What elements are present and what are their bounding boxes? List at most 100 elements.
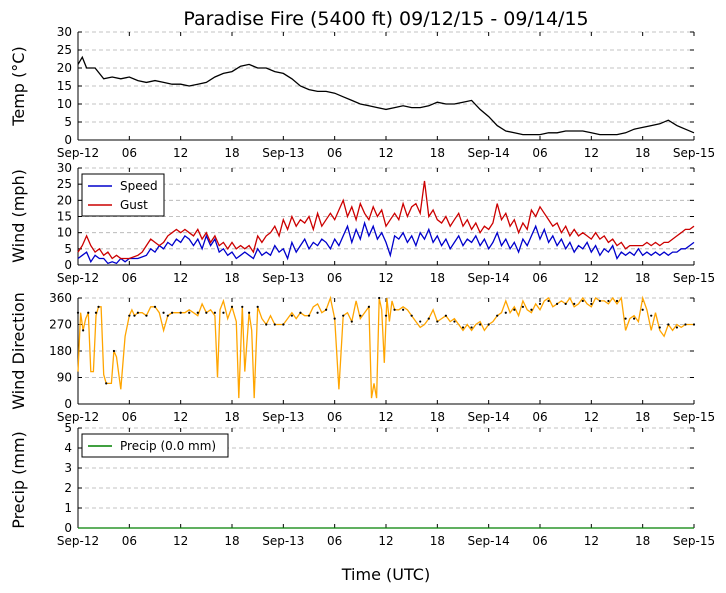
direction-series-1-point — [367, 305, 370, 308]
direction-series-1-point — [538, 302, 542, 305]
wind-x-tick-label: Sep-15 — [673, 271, 715, 285]
precip-legend-box — [81, 433, 229, 458]
direction-series-1-point — [282, 323, 285, 326]
precip-x-tick-label: 18 — [635, 534, 650, 548]
wind-y-tick-label: 20 — [57, 193, 72, 207]
direction-series-1-point — [667, 323, 670, 326]
temp-x-tick-label: 18 — [430, 146, 445, 160]
direction-series-1-point — [333, 317, 336, 320]
direction-series-1-point — [547, 299, 550, 303]
precip-x-tick-label: 06 — [122, 534, 137, 548]
direction-series-1-point — [248, 311, 251, 314]
precip-y-tick-label: 4 — [64, 441, 72, 455]
direction-series-1-point — [564, 302, 567, 305]
wind-x-tick-label: 12 — [173, 271, 188, 285]
direction-series-1-point — [530, 308, 533, 311]
direction-series-1-point — [136, 311, 139, 314]
temp-y-tick-label: 20 — [57, 61, 72, 75]
direction-x-tick-label: Sep-13 — [262, 410, 304, 424]
temp-x-tick-label: 06 — [532, 146, 547, 160]
direction-series-1-point — [393, 308, 396, 311]
wind-legend-label: Speed — [120, 179, 158, 193]
precip-legend-label: Precip (0.0 mm) — [120, 439, 216, 453]
direction-series-1-point — [573, 302, 576, 305]
direction-x-tick-label: 12 — [584, 410, 599, 424]
direction-series-1-point — [590, 302, 593, 305]
precip-y-tick-label: 0 — [64, 521, 72, 535]
wind-x-tick-label: Sep-13 — [262, 271, 304, 285]
direction-series-1-point — [153, 305, 157, 308]
precip-y-tick-label: 3 — [64, 461, 72, 475]
wind-x-tick-label: 06 — [532, 271, 547, 285]
direction-series-1-point — [444, 314, 447, 317]
temp-y-tick-label: 5 — [64, 115, 72, 129]
temp-series-0-line — [77, 55, 695, 136]
direction-series-1-point — [325, 308, 328, 311]
wind-x-tick-label: 18 — [430, 271, 445, 285]
direction-series-1-point — [213, 311, 216, 314]
direction-series-1-point — [179, 311, 182, 314]
direction-series-1-point — [188, 311, 191, 314]
direction-series-1-point — [273, 323, 276, 326]
direction-y-tick-label: 180 — [49, 344, 72, 358]
precip-y-axis-title: Precip (mm) — [9, 431, 28, 529]
direction-series-1-point — [97, 305, 100, 308]
direction-series-1-point — [307, 314, 311, 317]
direction-y-axis-title: Wind Direction — [9, 292, 28, 410]
wind-y-tick-label: 10 — [57, 226, 72, 240]
precip-x-tick-label: 12 — [584, 534, 599, 548]
wind-x-tick-label: 06 — [122, 271, 137, 285]
x-axis-title: Time (UTC) — [341, 565, 430, 584]
direction-series-1-point — [94, 311, 98, 314]
temp-y-tick-label: 30 — [57, 25, 72, 39]
direction-series-1-point — [675, 326, 678, 329]
direction-series-1-point — [230, 305, 234, 308]
wind-y-axis-title: Wind (mph) — [9, 169, 28, 263]
direction-x-tick-label: Sep-14 — [468, 410, 510, 424]
wind-x-tick-label: 12 — [584, 271, 599, 285]
temp-x-tick-label: Sep-12 — [57, 146, 99, 160]
wind-x-tick-label: 12 — [378, 271, 393, 285]
direction-series-1-point — [427, 317, 430, 320]
direction-x-tick-label: 18 — [224, 410, 239, 424]
direction-series-1-point — [684, 323, 687, 326]
direction-x-tick-label: 18 — [430, 410, 445, 424]
direction-series-1-point — [171, 311, 174, 314]
wind-y-tick-label: 5 — [64, 242, 72, 256]
direction-series-1-point — [87, 311, 90, 314]
temp-x-tick-label: 12 — [173, 146, 188, 160]
direction-x-tick-label: 18 — [635, 410, 650, 424]
direction-series-1-point — [615, 299, 619, 303]
wind-x-tick-label: Sep-14 — [468, 271, 510, 285]
direction-series-1-point — [166, 314, 169, 317]
chart-title: Paradise Fire (5400 ft) 09/12/15 - 09/14… — [183, 8, 588, 30]
direction-series-1-point — [241, 305, 244, 308]
direction-series-1-point — [205, 311, 208, 314]
precip-x-tick-label: Sep-14 — [468, 534, 510, 548]
wind-series-gust-line — [77, 180, 695, 260]
direction-series-1-point — [256, 305, 259, 308]
direction-series-1-point — [692, 323, 696, 326]
temp-y-tick-label: 25 — [57, 43, 72, 57]
precip-x-tick-label: 12 — [378, 534, 393, 548]
precip-x-tick-label: 18 — [430, 534, 445, 548]
temp-y-tick-label: 15 — [57, 79, 72, 93]
direction-series-1-point — [521, 305, 524, 308]
direction-series-1-point — [513, 308, 516, 311]
direction-series-1-point — [265, 323, 268, 326]
wind-panel: 0 5 10 15 20 25 30 Sep-12 06 12 18 Sep-13 06 12 18 Sep-… — [9, 161, 715, 285]
direction-series-1-point — [378, 296, 381, 300]
temp-x-tick-label: 06 — [122, 146, 137, 160]
temp-y-tick-label: 10 — [57, 97, 72, 111]
direction-series-1-point — [436, 320, 439, 323]
direction-series-1-point — [112, 349, 116, 353]
direction-series-1-point — [487, 323, 490, 326]
wind-x-tick-label: 18 — [224, 271, 239, 285]
direction-series-1-point — [410, 314, 413, 317]
chart-panels: 0 5 10 15 20 25 30 Sep-12 06 12 18 Sep-13 06 12 18 Sep-… — [9, 25, 715, 548]
direction-series-1-point — [222, 311, 225, 314]
direction-series-1-point — [633, 317, 636, 320]
wind-y-tick-label: 25 — [57, 177, 72, 191]
